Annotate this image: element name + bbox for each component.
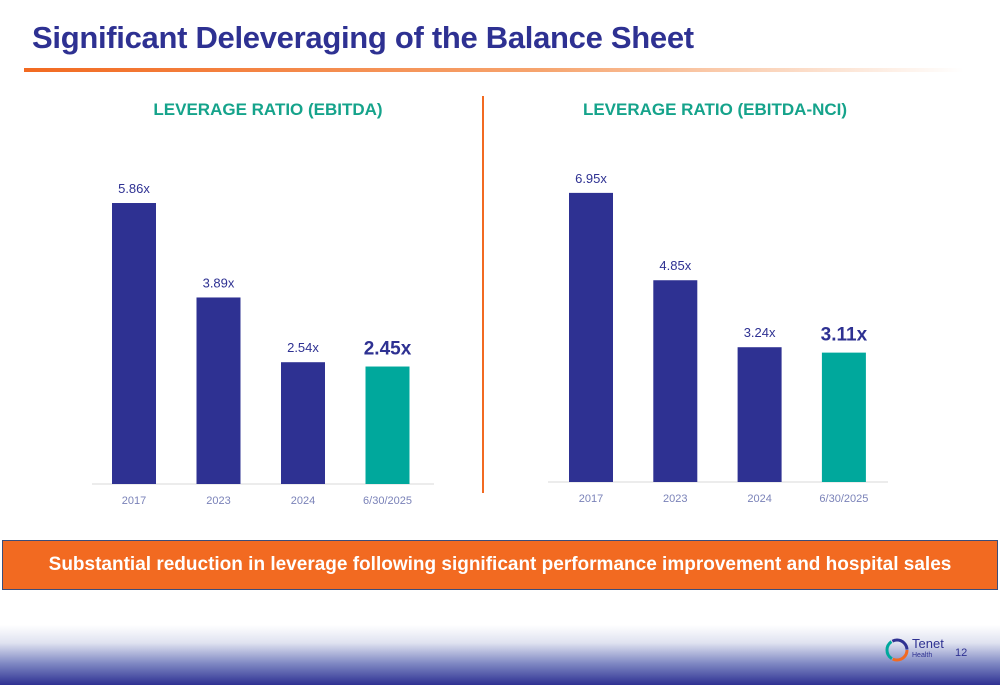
page-number: 12	[955, 647, 968, 659]
chart-2-bar-2017	[569, 192, 613, 482]
chart-1-bar-2023	[196, 297, 241, 484]
chart-2-tick-label: 2023	[663, 493, 687, 505]
chart-1-tick-label: 2024	[291, 495, 315, 507]
chart-2-title: LEVERAGE RATIO (EBITDA-NCI)	[582, 100, 848, 119]
chart-1-tick-label: 6/30/2025	[363, 495, 412, 507]
chart-2-bar-2024	[737, 347, 782, 482]
chart-1-tick-label: 2023	[206, 495, 230, 507]
chart-1-tick-label: 2017	[122, 495, 146, 507]
tenet-logo-icon	[885, 638, 909, 662]
chart-1-bar-6-30-2025	[365, 366, 410, 484]
chart-2-tick-label: 2017	[579, 493, 603, 505]
chart-2-data-label: 3.24x	[744, 325, 776, 340]
logo-wordmark: Tenet Health	[912, 636, 944, 662]
logo-subtitle: Health	[912, 652, 933, 659]
title-underline	[24, 68, 964, 72]
chart-1-bar-2024	[281, 362, 325, 484]
chart-divider	[482, 96, 484, 493]
footer-band	[0, 625, 1000, 685]
chart-2-bar-6-30-2025	[821, 352, 866, 482]
chart-2-tick-label: 2024	[747, 493, 771, 505]
chart-1-data-label: 2.54x	[287, 340, 319, 355]
chart-1-data-label: 2.45x	[364, 339, 412, 360]
page-title: Significant Deleveraging of the Balance …	[32, 20, 694, 55]
chart-1-title: LEVERAGE RATIO (EBITDA)	[153, 100, 383, 119]
chart-1-leverage-ebitda: 5.86x 2017 3.89x 2023 2.54x 2024 2.45x 6/30/202…	[92, 181, 434, 507]
chart-2-leverage-ebitda-nci: 6.95x 2017 4.85x 2023 3.24x 2024 3.11x 6/30/202…	[548, 171, 888, 505]
chart-2-tick-label: 6/30/2025	[819, 493, 868, 505]
chart-2-bar-2023	[653, 280, 698, 482]
chart-2-data-label: 6.95x	[575, 171, 607, 186]
chart-2-data-label: 3.11x	[821, 325, 868, 346]
summary-banner: Substantial reduction in leverage follow…	[2, 540, 998, 590]
chart-1-data-label: 5.86x	[118, 181, 150, 196]
chart-2-data-label: 4.85x	[659, 258, 691, 273]
chart-1-data-label: 3.89x	[203, 275, 235, 290]
logo-name: Tenet	[912, 636, 944, 651]
chart-1-bar-2017	[112, 203, 156, 484]
